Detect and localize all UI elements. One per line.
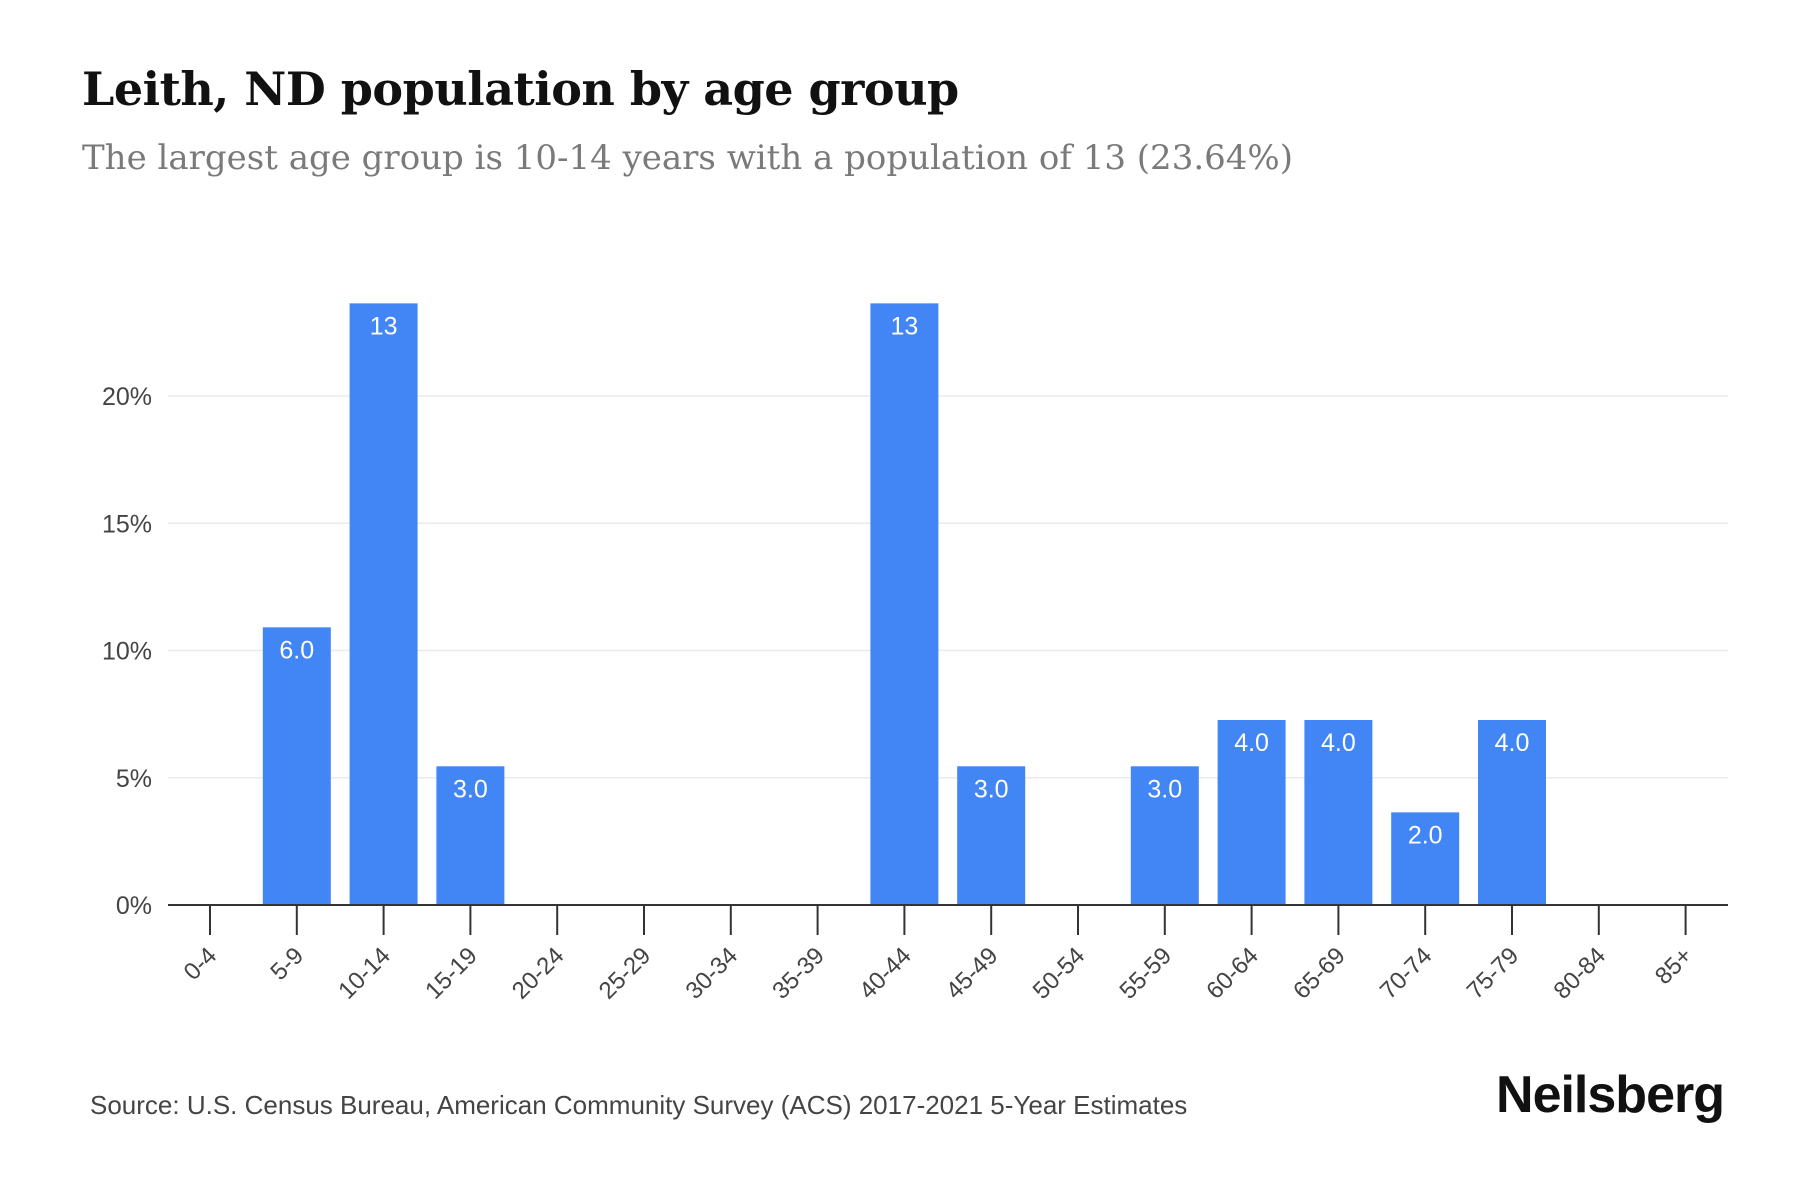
bar-value-label: 6.0 <box>279 636 314 664</box>
bar-value-label: 3.0 <box>453 775 488 803</box>
x-tick-label: 70-74 <box>1375 942 1438 1005</box>
x-tick-label: 0-4 <box>179 942 223 986</box>
x-tick-label: 25-29 <box>594 942 657 1005</box>
x-tick-label: 20-24 <box>507 942 570 1005</box>
bar-10-14 <box>349 303 418 905</box>
x-tick-label: 65-69 <box>1288 942 1351 1005</box>
x-tick-label: 15-19 <box>420 942 483 1005</box>
bar-value-label: 4.0 <box>1495 729 1530 757</box>
x-tick-label: 80-84 <box>1549 942 1612 1005</box>
bar-75-79 <box>1478 719 1546 905</box>
bar-value-label: 2.0 <box>1408 821 1443 849</box>
x-tick-label: 5-9 <box>265 942 309 986</box>
x-tick-label: 30-34 <box>681 942 744 1005</box>
x-tick-label: 75-79 <box>1462 942 1525 1005</box>
bar-value-label: 13 <box>890 312 918 340</box>
x-tick-label: 60-64 <box>1201 942 1264 1005</box>
y-tick-label: 10% <box>102 638 152 666</box>
y-tick-label: 5% <box>116 765 152 793</box>
bar-40-44 <box>870 303 939 905</box>
y-tick-label: 15% <box>102 510 152 538</box>
bar-65-69 <box>1304 719 1373 905</box>
x-axis <box>168 904 1728 935</box>
chart-title: Leith, ND population by age group <box>82 62 959 116</box>
x-tick-label: 35-39 <box>767 942 830 1005</box>
bar-60-64 <box>1217 719 1286 905</box>
bar-70-74 <box>1391 812 1460 905</box>
bars <box>262 303 1546 905</box>
chart-subtitle: The largest age group is 10-14 years wit… <box>82 138 1293 178</box>
source-note: Source: U.S. Census Bureau, American Com… <box>90 1090 1188 1120</box>
y-tick-label: 20% <box>102 383 152 411</box>
bar-value-label: 4.0 <box>1321 729 1356 757</box>
y-tick-label: 0% <box>116 892 152 920</box>
brand-logo: Neilsberg <box>1496 1066 1725 1124</box>
bar-15-19 <box>436 766 505 905</box>
x-tick-label: 10-14 <box>333 942 396 1005</box>
x-tick-label: 50-54 <box>1028 942 1091 1005</box>
x-tick-label: 85+ <box>1650 942 1698 990</box>
x-tick-label: 45-49 <box>941 942 1004 1005</box>
bar-value-label: 4.0 <box>1234 729 1269 757</box>
gridlines <box>168 395 1728 779</box>
x-tick-label: 55-59 <box>1115 942 1178 1005</box>
x-tick-label: 40-44 <box>854 942 917 1005</box>
bar-value-labels: 6.0 13 3.0 13 3.0 3.0 4.0 4.0 2.0 4.0 <box>279 312 1529 849</box>
bar-55-59 <box>1130 766 1199 905</box>
bar-value-label: 13 <box>370 312 398 340</box>
x-axis-tick-labels: 0-4 5-9 10-14 15-19 20-24 25-29 30-34 35-39 40-4… <box>179 942 1698 1005</box>
bar-value-label: 3.0 <box>974 775 1009 803</box>
bar-value-label: 3.0 <box>1147 775 1182 803</box>
y-axis-tick-labels: 0% 5% 10% 15% 20% <box>102 383 152 920</box>
bar-5-9 <box>262 627 331 905</box>
bar-45-49 <box>957 766 1026 905</box>
